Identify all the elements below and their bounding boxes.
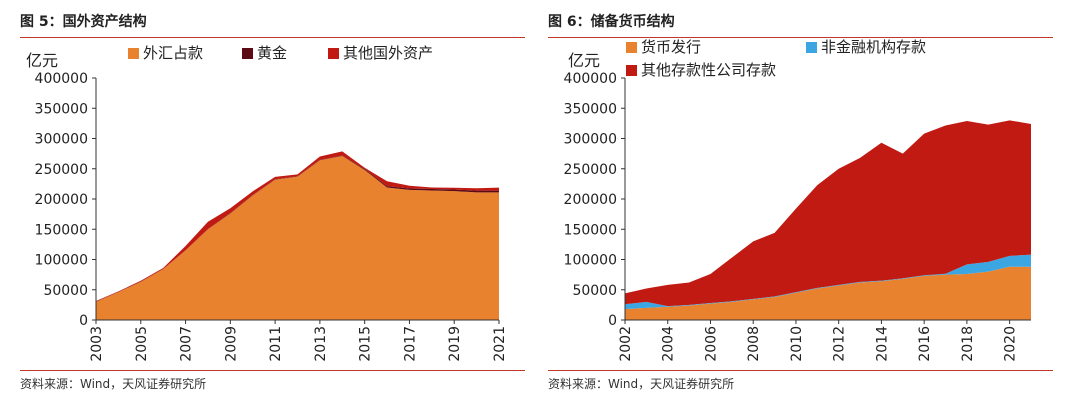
y-axis-unit-label: 亿元 <box>568 51 600 70</box>
foreign-assets-area-chart: 0 50000 100000 150000 200000 250000 300000 3500… <box>26 44 508 362</box>
y-tick-label: 50000 <box>43 283 88 299</box>
x-tick-label: 2002 <box>618 326 634 362</box>
x-tick-label: 2003 <box>89 326 105 362</box>
series-area-0 <box>625 266 1031 320</box>
legend-label: 其他国外资产 <box>343 44 433 62</box>
chart-panel-reserve-money: 图 6：储备货币结构 0 50000 100000 150000 200000 25000… <box>548 0 1053 405</box>
reserve-money-area-chart: 0 50000 100000 150000 200000 250000 300000 3500… <box>564 38 1031 362</box>
y-tick-label: 350000 <box>564 101 617 117</box>
x-tick-label: 2006 <box>703 326 719 362</box>
legend-label: 外汇占款 <box>143 44 203 62</box>
y-tick-label: 200000 <box>564 192 617 208</box>
x-tick-label: 2010 <box>789 326 805 362</box>
y-tick-label: 100000 <box>564 253 617 269</box>
source-divider <box>20 370 525 371</box>
source-note: 资料来源：Wind，天风证券研究所 <box>20 377 207 391</box>
title-divider <box>20 37 525 38</box>
source-divider <box>548 370 1053 371</box>
x-tick-label: 2014 <box>874 326 890 362</box>
legend-swatch <box>128 48 139 59</box>
x-tick-label: 2016 <box>917 326 933 362</box>
y-tick-label: 400000 <box>35 71 88 87</box>
x-tick-label: 2005 <box>134 326 150 362</box>
x-tick-label: 2019 <box>447 326 463 362</box>
legend-label: 黄金 <box>257 44 287 62</box>
legend-swatch <box>806 42 817 53</box>
x-tick-label: 2007 <box>179 326 195 362</box>
legend-label: 货币发行 <box>641 38 701 56</box>
x-tick-label: 2013 <box>313 326 329 362</box>
y-tick-label: 150000 <box>35 222 88 238</box>
x-tick-label: 2012 <box>832 326 848 362</box>
series-area-2 <box>625 120 1031 307</box>
y-tick-label: 400000 <box>564 71 617 87</box>
y-tick-label: 50000 <box>572 283 617 299</box>
x-tick-label: 2008 <box>746 326 762 362</box>
chart-title: 图 6：储备货币结构 <box>548 14 675 30</box>
y-tick-label: 250000 <box>35 162 88 178</box>
y-axis-unit-label: 亿元 <box>26 51 58 70</box>
series-area-0 <box>96 156 499 320</box>
y-tick-label: 150000 <box>564 222 617 238</box>
y-tick-label: 350000 <box>35 101 88 117</box>
x-tick-label: 2020 <box>1003 326 1019 362</box>
legend-label: 非金融机构存款 <box>821 38 926 56</box>
legend-label: 其他存款性公司存款 <box>641 61 776 79</box>
legend-swatch <box>626 42 637 53</box>
y-tick-label: 300000 <box>35 132 88 148</box>
legend-swatch <box>242 48 253 59</box>
source-note: 资料来源：Wind，天风证券研究所 <box>548 377 735 391</box>
y-tick-label: 0 <box>79 313 88 329</box>
x-tick-label: 2018 <box>960 326 976 362</box>
y-tick-label: 200000 <box>35 192 88 208</box>
y-tick-label: 250000 <box>564 162 617 178</box>
y-tick-label: 300000 <box>564 132 617 148</box>
y-tick-label: 100000 <box>35 253 88 269</box>
x-tick-label: 2017 <box>402 326 418 362</box>
x-tick-label: 2004 <box>661 326 677 362</box>
chart-panel-foreign-assets: 图 5：国外资产结构 0 50000 100000 150000 200000 25000… <box>20 0 525 405</box>
title-divider <box>548 37 1053 38</box>
x-tick-label: 2011 <box>268 326 284 362</box>
x-tick-label: 2015 <box>358 326 374 362</box>
x-tick-label: 2009 <box>223 326 239 362</box>
legend-swatch <box>626 65 637 76</box>
chart-title: 图 5：国外资产结构 <box>20 14 147 30</box>
y-tick-label: 0 <box>608 313 617 329</box>
legend-swatch <box>328 48 339 59</box>
x-tick-label: 2021 <box>492 326 508 362</box>
